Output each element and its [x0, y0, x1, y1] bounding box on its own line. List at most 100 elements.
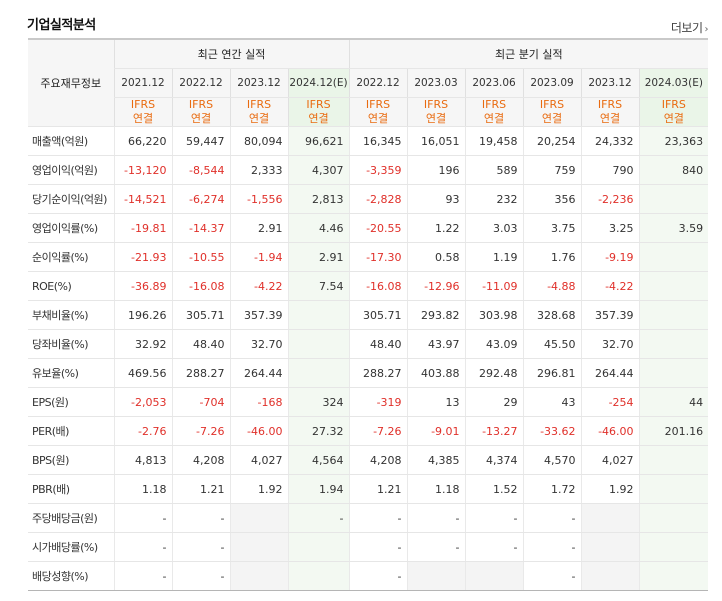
table-cell: - [348, 561, 408, 591]
table-cell: 0.58 [406, 242, 466, 272]
row-label: 당좌비율(%) [28, 329, 114, 359]
table-row: 시가배당률(%) - - - - - - [28, 532, 709, 562]
period-header: 2022.12 [348, 68, 408, 98]
basis-header: IFRS 연결 [638, 97, 709, 127]
table-cell: 356 [522, 184, 582, 214]
table-cell: 13 [406, 387, 466, 417]
period-header: 2023.09 [522, 68, 582, 98]
table-row: 영업이익(억원) -13,120 -8,544 2,333 4,307 -3,359 196… [28, 155, 709, 185]
more-link[interactable]: 더보기 › [671, 19, 709, 36]
table-cell: -4.22 [580, 271, 640, 301]
section-title: 기업실적분석 [27, 18, 96, 33]
table-cell: 24,332 [580, 126, 640, 156]
table-cell [638, 561, 709, 591]
table-cell [287, 532, 350, 562]
basis-header: IFRS 연결 [522, 97, 582, 127]
table-cell: - [406, 503, 466, 533]
period-header: 2023.03 [406, 68, 466, 98]
table-cell: 16,345 [348, 126, 408, 156]
table-cell: -14,521 [113, 184, 172, 214]
table-row: 영업이익률(%) -19.81 -14.37 2.91 4.46 -20.55 1.22 3.… [28, 213, 709, 243]
table-row: 유보율(%) 469.56 288.27 264.44 288.27 403.88 292.… [28, 358, 709, 388]
table-cell: -3,359 [348, 155, 408, 185]
table-cell [287, 300, 350, 330]
table-cell: 45.50 [522, 329, 582, 359]
table-cell: -20.55 [348, 213, 408, 243]
row-label: 매출액(억원) [28, 126, 114, 156]
row-label: EPS(원) [28, 387, 114, 417]
table-cell: -46.00 [580, 416, 640, 446]
table-cell: 264.44 [229, 358, 288, 388]
table-cell: 840 [638, 155, 709, 185]
table-cell: 305.71 [348, 300, 408, 330]
chevron-right-icon: › [704, 24, 709, 35]
table-cell: -254 [580, 387, 640, 417]
table-cell [406, 561, 466, 591]
financial-table: 주요재무정보 최근 연간 실적 최근 분기 실적 2021.12 2022.12 2… [28, 38, 709, 591]
table-cell: 324 [287, 387, 350, 417]
table-cell: -7.26 [348, 416, 408, 446]
period-header: 2023.06 [464, 68, 524, 98]
table-cell: -14.37 [171, 213, 230, 243]
table-cell [638, 300, 709, 330]
table-cell: 48.40 [348, 329, 408, 359]
table-cell: 32.70 [580, 329, 640, 359]
table-cell [287, 561, 350, 591]
table-cell [638, 503, 709, 533]
table-cell: 2,813 [287, 184, 350, 214]
table-cell: 32.70 [229, 329, 288, 359]
period-header: 2022.12 [171, 68, 230, 98]
period-header: 2024.03(E) [638, 68, 709, 98]
basis-header: IFRS 연결 [464, 97, 524, 127]
table-cell [580, 532, 640, 562]
table-cell: 201.16 [638, 416, 709, 446]
table-cell: 403.88 [406, 358, 466, 388]
table-cell: -2,053 [113, 387, 172, 417]
table-cell [580, 503, 640, 533]
table-cell [638, 445, 709, 475]
table-cell: 357.39 [580, 300, 640, 330]
annual-header: 최근 연간 실적 [113, 38, 350, 69]
table-cell: 1.94 [287, 474, 350, 504]
basis-header: IFRS 연결 [113, 97, 172, 127]
table-cell: 303.98 [464, 300, 524, 330]
table-cell: 20,254 [522, 126, 582, 156]
table-cell: 93 [406, 184, 466, 214]
table-cell: - [522, 503, 582, 533]
table-cell: -4.88 [522, 271, 582, 301]
table-cell: 293.82 [406, 300, 466, 330]
table-cell [229, 532, 288, 562]
table-cell: -4.22 [229, 271, 288, 301]
table-cell: - [171, 503, 230, 533]
table-cell: 23,363 [638, 126, 709, 156]
table-cell: 3.03 [464, 213, 524, 243]
table-cell: 59,447 [171, 126, 230, 156]
table-cell: 29 [464, 387, 524, 417]
table-cell: 4,307 [287, 155, 350, 185]
table-cell: - [113, 532, 172, 562]
table-cell [638, 474, 709, 504]
table-cell: - [348, 503, 408, 533]
table-cell [638, 184, 709, 214]
table-cell [638, 242, 709, 272]
table-cell: - [348, 532, 408, 562]
table-row: 매출액(억원) 66,220 59,447 80,094 96,621 16,345 16,… [28, 126, 709, 156]
table-cell: -2.76 [113, 416, 172, 446]
table-cell: -21.93 [113, 242, 172, 272]
table-cell: 4,027 [580, 445, 640, 475]
table-cell: 48.40 [171, 329, 230, 359]
table-cell: -19.81 [113, 213, 172, 243]
table-cell: 288.27 [171, 358, 230, 388]
table-cell [638, 271, 709, 301]
table-cell: 7.54 [287, 271, 350, 301]
table-cell: 19,458 [464, 126, 524, 156]
table-cell: - [522, 561, 582, 591]
table-cell: 3.75 [522, 213, 582, 243]
table-cell [638, 532, 709, 562]
table-row: ROE(%) -36.89 -16.08 -4.22 7.54 -16.08 -12.96-… [28, 271, 709, 301]
table-cell: -8,544 [171, 155, 230, 185]
table-cell: - [464, 503, 524, 533]
table-row: 주당배당금(원) - - - - - - - [28, 503, 709, 533]
table-cell: -2,236 [580, 184, 640, 214]
